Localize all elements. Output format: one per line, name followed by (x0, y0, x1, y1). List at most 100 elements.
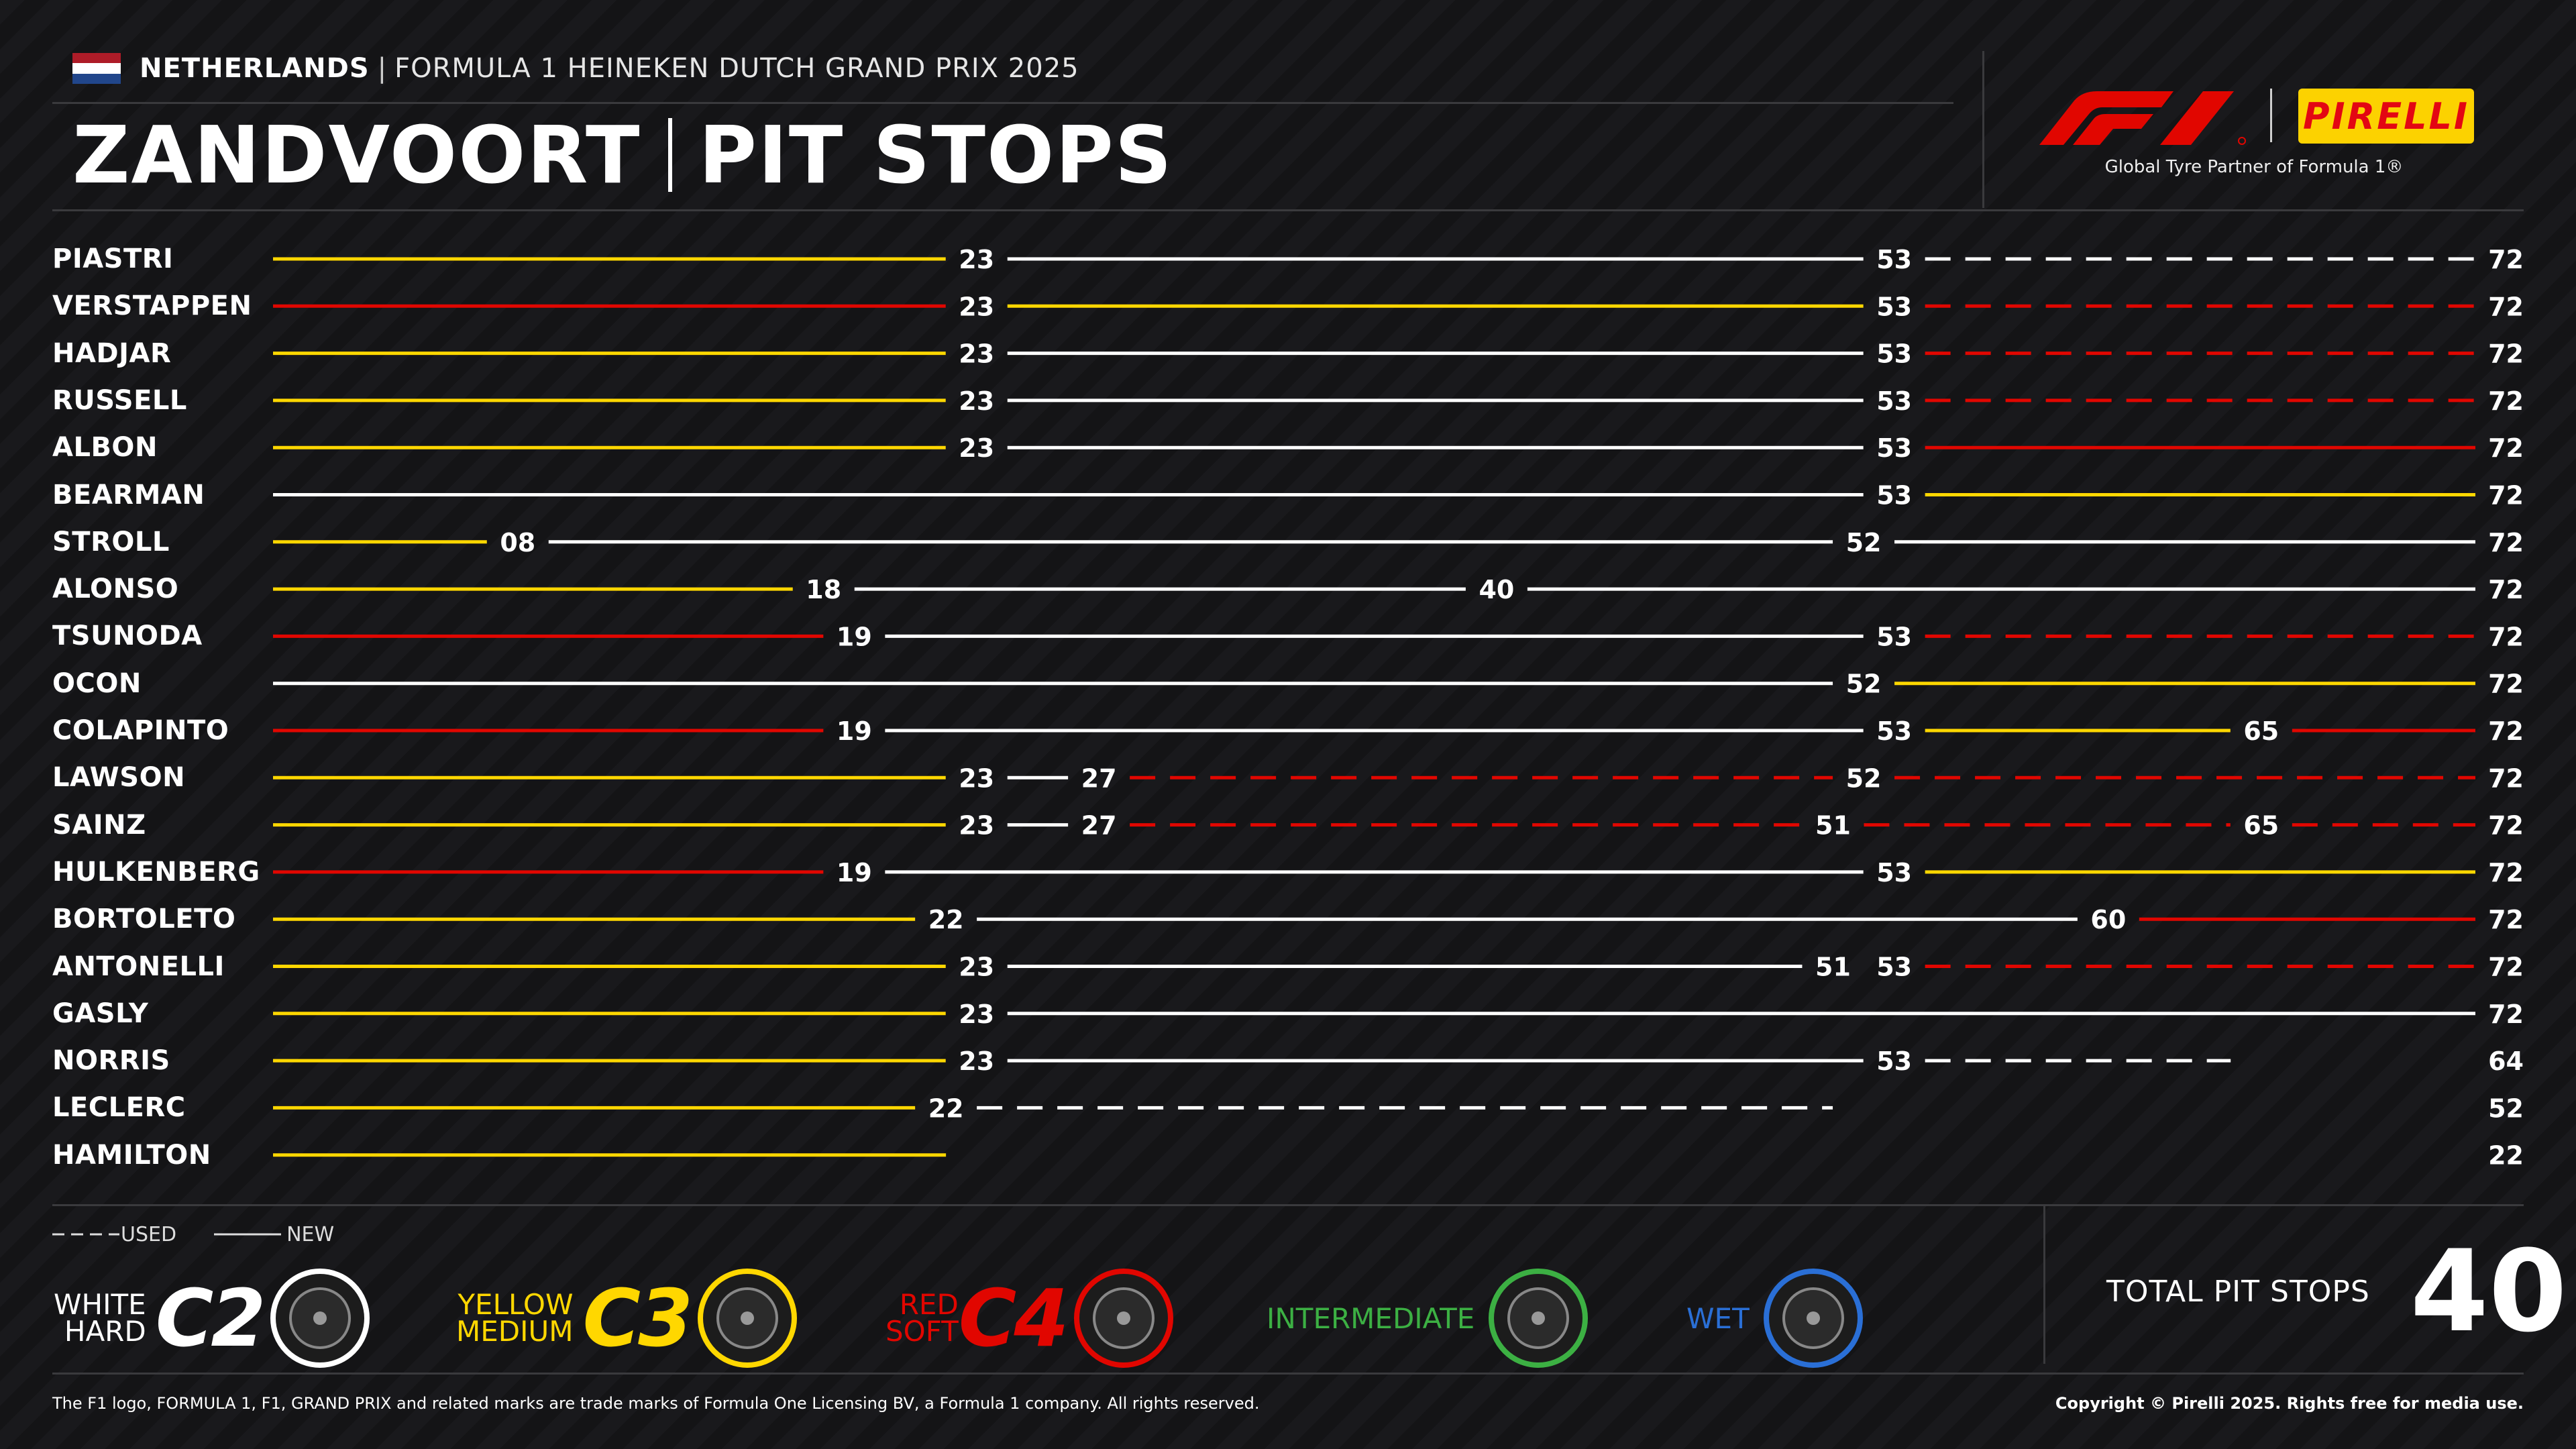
pit-lap-label: 23 (959, 433, 994, 463)
driver-name: ANTONELLI (52, 951, 225, 982)
pirelli-logo: PIRELLI (2298, 89, 2474, 144)
hard-code: C2 (155, 1272, 266, 1364)
pit-lap-label: 18 (806, 575, 841, 604)
pit-lap-label: 19 (837, 716, 872, 746)
pit-lap-label: 65 (2243, 716, 2279, 746)
wet-label: WET (1686, 1301, 1750, 1335)
pit-lap-label: 53 (1876, 481, 1912, 511)
medium-name: MEDIUM (456, 1315, 574, 1348)
footer-copyright: Copyright © Pirelli 2025. Rights free fo… (2055, 1394, 2524, 1413)
logo-divider (1982, 51, 1984, 208)
intermediate-label: INTERMEDIATE (1267, 1301, 1475, 1335)
pit-lap-label: 53 (1876, 292, 1912, 321)
legend-hard: WHITE HARD C2 (54, 1268, 370, 1368)
hard-label: WHITE HARD (54, 1288, 146, 1348)
final-lap-label: 72 (2488, 669, 2524, 699)
title-divider (667, 118, 672, 192)
soft-code: C4 (958, 1272, 1069, 1364)
driver-name: LECLERC (52, 1092, 186, 1124)
final-lap-label: 72 (2488, 622, 2524, 651)
driver-name: BEARMAN (52, 479, 205, 511)
driver-name: HULKENBERG (52, 856, 260, 888)
driver-name: GASLY (52, 998, 149, 1029)
pit-lap-label: 23 (959, 245, 994, 274)
driver-name: ALONSO (52, 574, 179, 605)
pit-lap-label: 53 (1876, 953, 1912, 982)
driver-name: ALBON (52, 432, 158, 464)
pit-lap-label: 19 (837, 858, 872, 888)
driver-name: BORTOLETO (52, 904, 236, 935)
legend-divider (52, 1204, 2524, 1206)
hard-name: HARD (64, 1315, 146, 1348)
driver-name: STROLL (52, 526, 170, 557)
medium-color-word: YELLOW (458, 1288, 574, 1321)
pit-lap-label: 08 (500, 528, 535, 557)
total-pit-stops-label: TOTAL PIT STOPS (2106, 1274, 2370, 1309)
header-divider (52, 102, 1953, 104)
pit-lap-label: 53 (1876, 433, 1912, 463)
driver-name: VERSTAPPEN (52, 290, 252, 322)
netherlands-flag-icon (72, 53, 121, 84)
event-header: NETHERLANDS | FORMULA 1 HEINEKEN DUTCH G… (72, 50, 1079, 87)
final-lap-label: 72 (2488, 575, 2524, 604)
soft-name: SOFT (885, 1315, 959, 1348)
final-lap-label: 72 (2488, 811, 2524, 841)
driver-name: TSUNODA (52, 621, 203, 652)
hard-color-word: WHITE (54, 1288, 146, 1321)
final-lap-label: 72 (2488, 433, 2524, 463)
pit-lap-label: 53 (1876, 339, 1912, 369)
new-line-icon (214, 1233, 282, 1236)
total-pit-stops-value: 40 (2410, 1226, 2567, 1357)
page-title: ZANDVOORT PIT STOPS (72, 109, 1173, 201)
hard-tyre-icon (270, 1269, 370, 1368)
chart-top-divider (52, 209, 2524, 211)
driver-name: HADJAR (52, 337, 172, 369)
header-separator: | (377, 53, 387, 84)
driver-name: RUSSELL (52, 384, 187, 416)
pit-lap-label: 23 (959, 811, 994, 841)
driver-name: PIASTRI (52, 244, 174, 274)
final-lap-label: 72 (2488, 1000, 2524, 1029)
intermediate-tyre-icon (1489, 1269, 1589, 1368)
pit-lap-label: 53 (1876, 386, 1912, 416)
legend-intermediate: INTERMEDIATE (1267, 1268, 1589, 1368)
pit-lap-label: 65 (2243, 811, 2279, 841)
legend-wet: WET (1686, 1268, 1864, 1368)
legend-new-label: NEW (286, 1222, 335, 1246)
event-name: FORMULA 1 HEINEKEN DUTCH GRAND PRIX 2025 (394, 53, 1079, 84)
pit-lap-label: 51 (1815, 811, 1851, 841)
final-lap-label: 72 (2488, 953, 2524, 982)
pit-lap-label: 52 (1846, 763, 1882, 793)
driver-name: LAWSON (52, 762, 186, 794)
final-lap-label: 64 (2488, 1046, 2524, 1076)
final-lap-label: 72 (2488, 905, 2524, 934)
driver-name: HAMILTON (52, 1139, 211, 1171)
pit-lap-label: 23 (959, 1000, 994, 1029)
medium-label: YELLOW MEDIUM (456, 1288, 574, 1348)
pit-stop-chart: 23 53 72 23 53 72 23 53 72 23 53 72 23 53 72 53 72 08 52 72… (273, 245, 2524, 1171)
final-lap-label: 72 (2488, 481, 2524, 511)
country-name: NETHERLANDS (140, 53, 370, 84)
final-lap-label: 72 (2488, 763, 2524, 793)
pit-lap-label: 53 (1876, 716, 1912, 746)
final-lap-label: 52 (2488, 1093, 2524, 1123)
driver-name: COLAPINTO (52, 715, 229, 746)
final-lap-label: 72 (2488, 858, 2524, 888)
footer-trademark: The F1 logo, FORMULA 1, F1, GRAND PRIX a… (52, 1394, 1260, 1413)
pit-lap-label: 23 (959, 763, 994, 793)
f1-logo-icon (2039, 91, 2246, 145)
final-lap-label: 72 (2488, 716, 2524, 746)
legend-used-label: USED (121, 1222, 177, 1246)
pit-lap-label: 40 (1479, 575, 1514, 604)
pit-lap-label: 53 (1876, 1046, 1912, 1076)
final-lap-label: 72 (2488, 292, 2524, 321)
soft-label: RED SOFT (885, 1291, 959, 1348)
pit-lap-label: 51 (1815, 953, 1851, 982)
final-lap-label: 22 (2488, 1141, 2524, 1171)
totals-divider (2043, 1205, 2045, 1364)
driver-name: OCON (52, 667, 142, 699)
pit-lap-label: 22 (928, 905, 964, 934)
final-lap-label: 72 (2488, 528, 2524, 557)
pit-lap-label: 53 (1876, 245, 1912, 274)
